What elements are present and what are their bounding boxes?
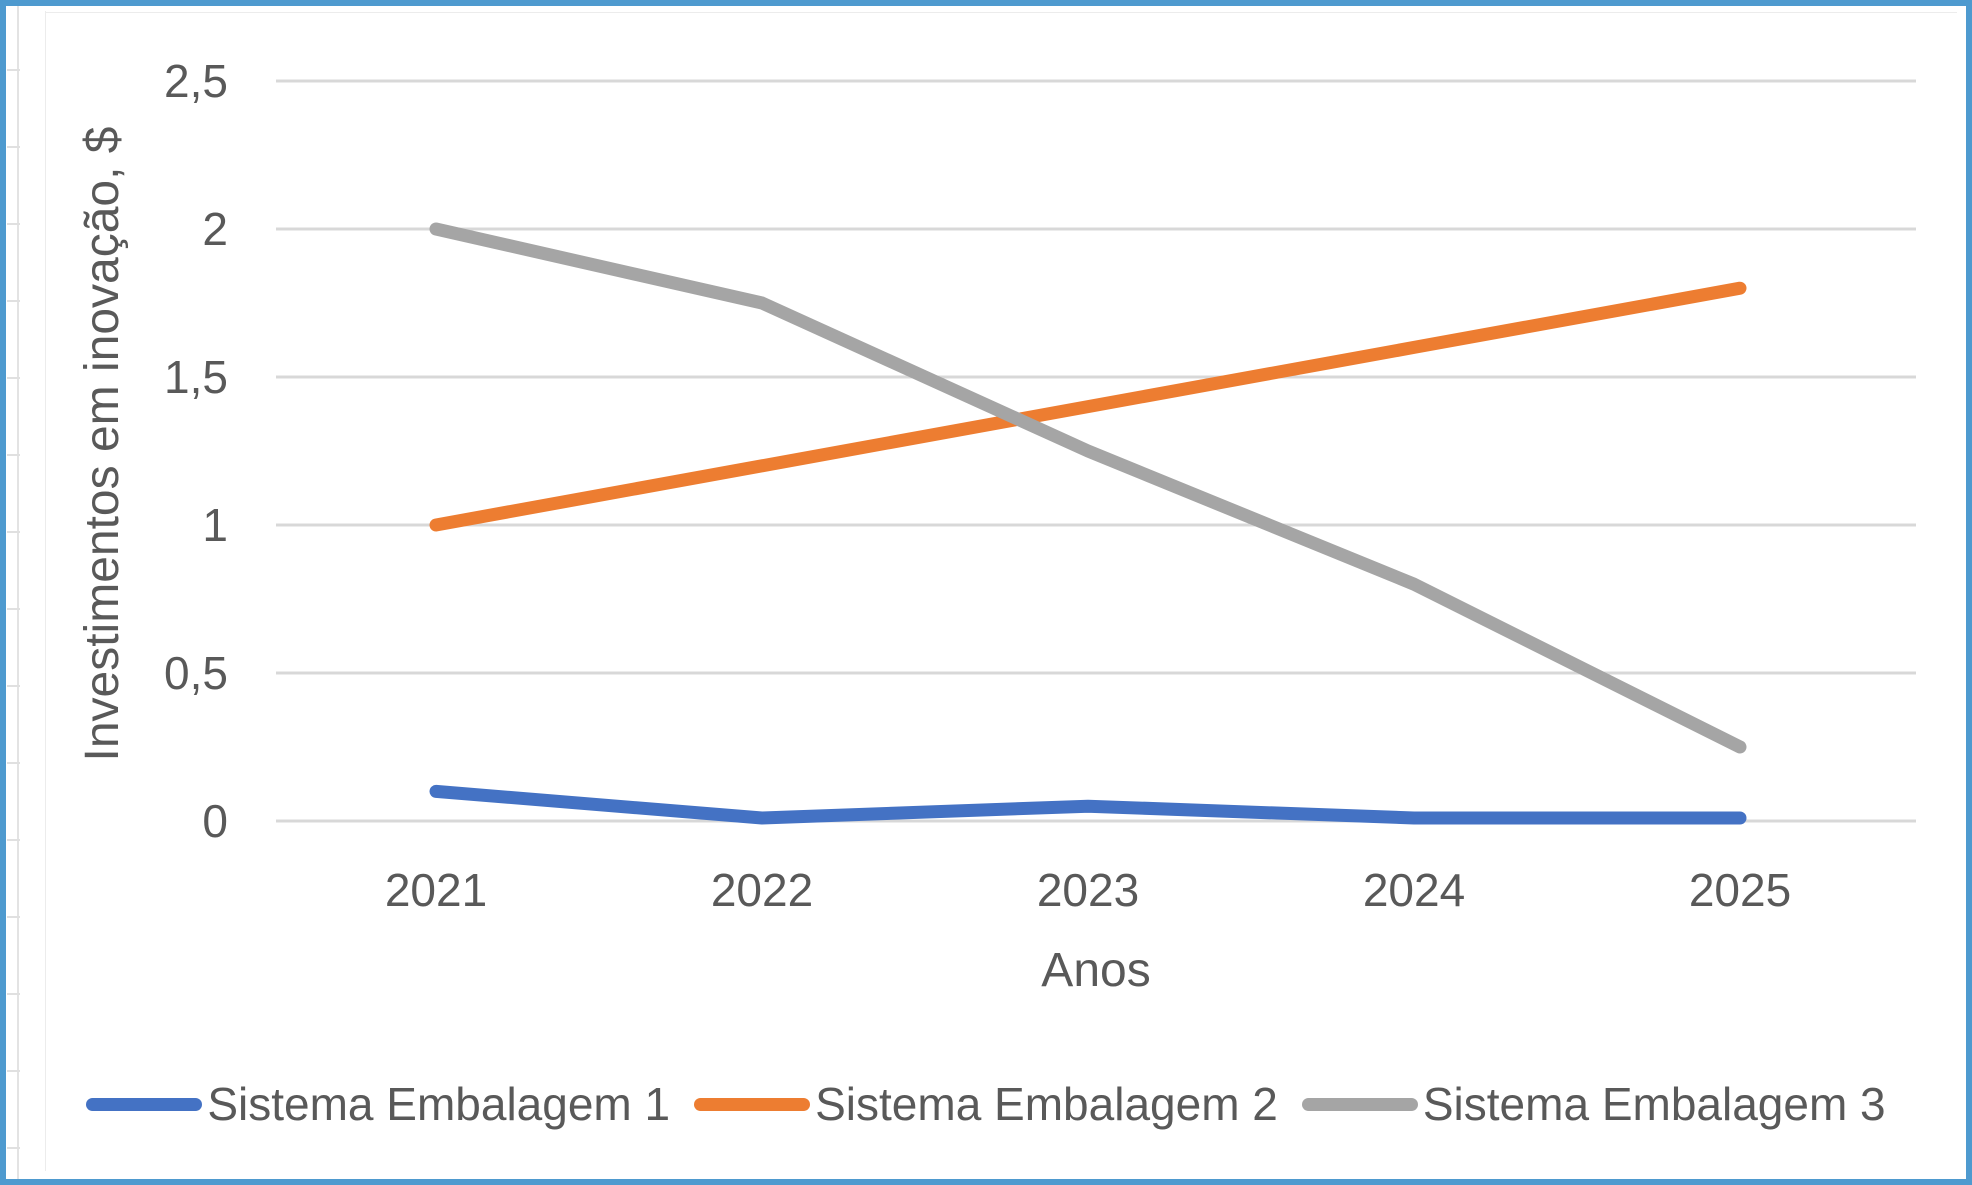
x-tick-label: 2021 — [385, 864, 487, 916]
series-lines — [429, 222, 1747, 825]
worksheet-row-tick — [7, 608, 20, 610]
x-tick-label: 2025 — [1689, 864, 1791, 916]
worksheet-column-edge-line — [17, 6, 19, 1179]
legend-label: Sistema Embalagem 1 — [207, 1078, 671, 1130]
y-axis-tick-labels: 0 0,5 1 1,5 2 2,5 — [164, 55, 228, 847]
legend-label: Sistema Embalagem 3 — [1422, 1078, 1886, 1130]
worksheet-row-tick — [7, 993, 20, 995]
y-tick-label: 1,5 — [164, 351, 228, 403]
y-tick-label: 1 — [202, 499, 228, 551]
series-line-sistema-embalagem-3 — [429, 222, 1747, 754]
worksheet-row-tick — [7, 916, 20, 918]
legend-item-sistema-embalagem-1: Sistema Embalagem 1 — [86, 1077, 670, 1131]
worksheet-row-tick — [7, 454, 20, 456]
y-tick-label: 0,5 — [164, 647, 228, 699]
y-axis-title: Investimentos em inovação, $ — [76, 127, 129, 762]
worksheet-row-tick — [7, 146, 20, 148]
chart-frame-left-edge — [45, 11, 46, 1171]
y-tick-label: 2 — [202, 203, 228, 255]
legend-line-marker — [694, 1097, 811, 1111]
y-tick-label: 0 — [202, 795, 228, 847]
x-tick-label: 2023 — [1037, 864, 1139, 916]
worksheet-row-tick — [7, 685, 20, 687]
x-axis-title: Anos — [1041, 944, 1150, 997]
worksheet-row-tick — [7, 223, 20, 225]
legend-line-marker — [86, 1097, 203, 1111]
worksheet-row-tick — [7, 1070, 20, 1072]
worksheet-row-tick — [7, 377, 20, 379]
worksheet-row-tick — [7, 531, 20, 533]
series-line-sistema-embalagem-2 — [429, 281, 1747, 532]
gridlines — [276, 79, 1916, 823]
worksheet-row-tick — [7, 69, 20, 71]
chart-plot-area: 0 0,5 1 1,5 2 2,5 2021 2022 2023 2024 2025 Invest… — [76, 55, 1916, 997]
legend-label: Sistema Embalagem 2 — [815, 1078, 1278, 1130]
worksheet-row-tick — [7, 839, 20, 841]
legend-item-sistema-embalagem-2: Sistema Embalagem 2 — [694, 1077, 1278, 1131]
legend-item-sistema-embalagem-3: Sistema Embalagem 3 — [1301, 1077, 1886, 1131]
worksheet-row-tick — [7, 762, 20, 764]
series-line-sistema-embalagem-1 — [429, 784, 1747, 825]
chart-frame-top-edge — [45, 12, 1957, 13]
x-tick-label: 2022 — [711, 864, 813, 916]
x-tick-label: 2024 — [1363, 864, 1465, 916]
legend-line-marker — [1301, 1097, 1418, 1111]
worksheet-row-tick — [7, 300, 20, 302]
x-axis-tick-labels: 2021 2022 2023 2024 2025 — [385, 864, 1791, 916]
y-tick-label: 2,5 — [164, 55, 228, 107]
worksheet-row-tick — [7, 1147, 20, 1149]
chart-legend: Sistema Embalagem 1 Sistema Embalagem 2 Si… — [6, 1078, 1966, 1130]
